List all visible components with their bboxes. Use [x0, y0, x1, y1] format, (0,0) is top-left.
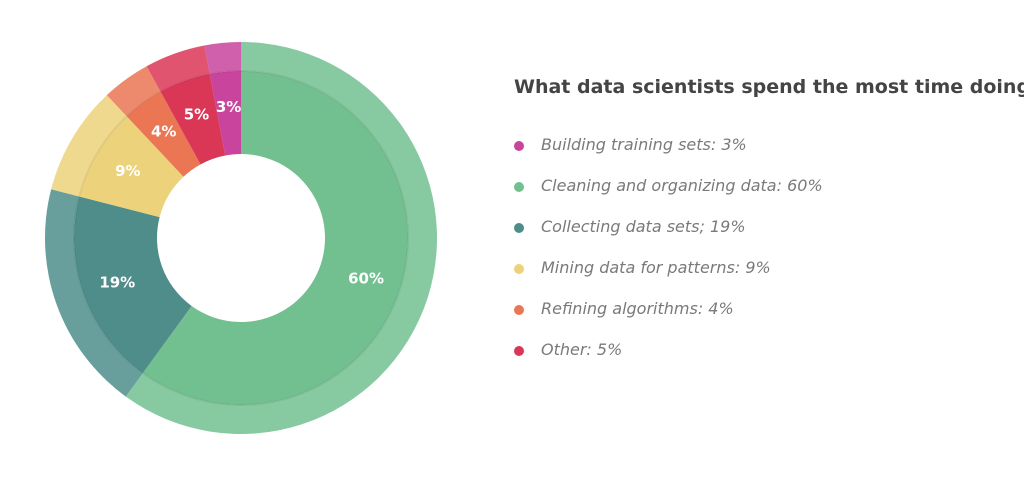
- legend-label: Cleaning and organizing data: 60%: [541, 176, 823, 195]
- legend-item-mining-data-for-patterns[interactable]: Mining data for patterns: 9%: [514, 257, 823, 298]
- slice-refining-algorithms[interactable]: [126, 91, 201, 177]
- slice-outer-collecting-data-sets: [45, 189, 143, 397]
- slice-outer-building-training-sets: [204, 42, 241, 74]
- slice-collecting-data-sets[interactable]: [74, 196, 192, 374]
- legend-item-building-training-sets[interactable]: Building training sets: 3%: [514, 134, 823, 175]
- slice-label-collecting-data-sets: 19%: [99, 274, 135, 292]
- legend-label: Mining data for patterns: 9%: [541, 258, 771, 277]
- slice-cleaning-and-organizing-data[interactable]: [142, 71, 408, 405]
- slice-other[interactable]: [160, 73, 226, 165]
- legend-item-other[interactable]: Other: 5%: [514, 339, 823, 380]
- legend-label: Building training sets: 3%: [541, 135, 747, 154]
- legend-label: Other: 5%: [541, 340, 623, 359]
- slice-label-mining-data-for-patterns: 9%: [115, 162, 140, 180]
- legend-item-cleaning-and-organizing-data[interactable]: Cleaning and organizing data: 60%: [514, 175, 823, 216]
- chart-title: What data scientists spend the most time…: [514, 76, 1024, 98]
- legend-item-refining-algorithms[interactable]: Refining algorithms: 4%: [514, 298, 823, 339]
- slice-outer-other: [146, 45, 210, 92]
- legend-item-collecting-data-sets[interactable]: Collecting data sets; 19%: [514, 216, 823, 257]
- legend-marker-icon: [514, 223, 524, 233]
- slice-label-building-training-sets: 3%: [216, 98, 241, 116]
- slice-building-training-sets[interactable]: [209, 71, 241, 156]
- slice-label-refining-algorithms: 4%: [151, 123, 176, 141]
- legend-label: Refining algorithms: 4%: [541, 299, 734, 318]
- legend-marker-icon: [514, 182, 524, 192]
- chart-legend: Building training sets: 3% Cleaning and o…: [514, 134, 823, 380]
- legend-marker-icon: [514, 141, 524, 151]
- legend-label: Collecting data sets; 19%: [541, 217, 746, 236]
- ring-divider: [73, 70, 409, 406]
- slice-label-cleaning-and-organizing-data: 60%: [348, 270, 384, 288]
- legend-marker-icon: [514, 305, 524, 315]
- donut-chart: 3% 60% 19% 9% 4% 5%: [45, 42, 437, 435]
- slice-outer-refining-algorithms: [106, 66, 161, 117]
- slice-mining-data-for-patterns[interactable]: [79, 116, 184, 218]
- legend-marker-icon: [514, 346, 524, 356]
- legend-marker-icon: [514, 264, 524, 274]
- slice-outer-cleaning-and-organizing-data: [125, 42, 437, 435]
- slice-label-other: 5%: [184, 105, 209, 123]
- slice-outer-mining-data-for-patterns: [51, 95, 127, 197]
